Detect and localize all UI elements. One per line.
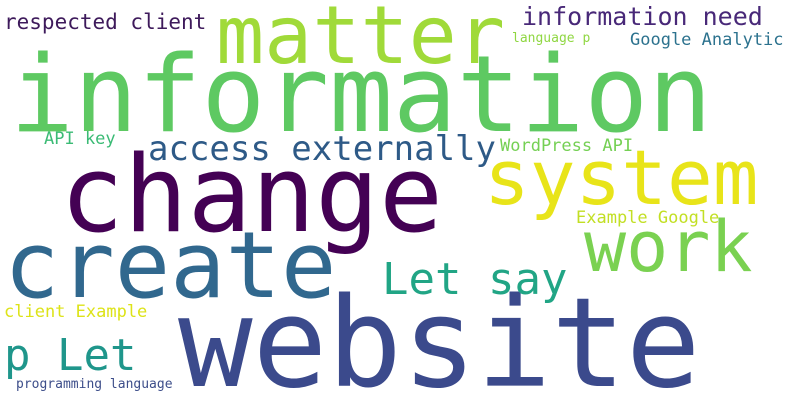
word-work: work — [584, 206, 753, 288]
word-information-need: information need — [522, 2, 763, 31]
word-website: website — [178, 272, 701, 400]
word-language-p: language p — [512, 31, 591, 46]
word-information: information — [10, 33, 712, 156]
word-matter: matter — [216, 0, 505, 82]
word-api-key: API key — [44, 129, 116, 149]
word-respected-client: respected client — [4, 10, 207, 34]
word-wordpress-api: WordPress API — [500, 136, 634, 156]
word-p-let: p Let — [4, 330, 137, 381]
word-change: change — [60, 133, 443, 256]
word-access-externally: access externally — [148, 129, 496, 169]
word-let-say: Let say — [382, 254, 568, 305]
word-create: create — [4, 212, 337, 319]
word-client-example: client Example — [4, 302, 148, 322]
word-system: system — [484, 133, 759, 222]
word-example-google: Example Google — [576, 208, 720, 228]
word-programming-language: programming language — [16, 377, 173, 392]
word-google-analytic: Google Analytic — [630, 30, 784, 50]
